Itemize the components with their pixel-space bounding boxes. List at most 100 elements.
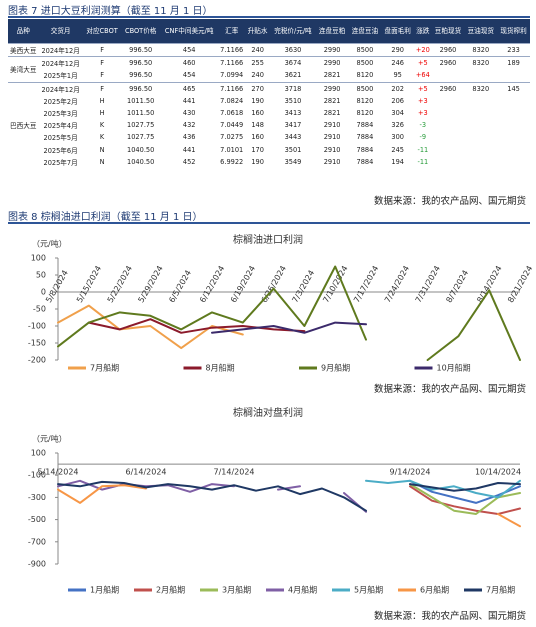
series-line (57, 304, 244, 350)
cell: 8120 (356, 96, 374, 105)
legend-label: 7月船期 (486, 585, 515, 595)
row: 2025年1月 F 996.50 454 7.0994 240 3621 2821 8120 95… (8, 69, 530, 82)
cell: K (99, 133, 105, 142)
rule (8, 16, 530, 18)
cell: 2910 (323, 121, 341, 130)
cell: 1027.75 (127, 133, 155, 142)
profit-table: 品种 交货月 对应CBOT CBOT价格 CNF中间美元/吨 汇率 升贴水 完税价/元/吨 连盘… (8, 19, 530, 168)
row: 2025年6月 N 1040.50 441 7.0101 170 3501 2910 7884 2… (8, 144, 530, 156)
header-cell: 涨跌 (414, 19, 432, 44)
empty-cell (464, 69, 497, 82)
x-tick-label: 9/14/2024 (389, 468, 430, 477)
header-row: 品种 交货月 对应CBOT CBOT价格 CNF中间美元/吨 汇率 升贴水 完税价/元/吨 连盘… (8, 19, 530, 44)
cell: 465 (160, 81, 219, 95)
row: 2025年4月 K 1027.75 432 7.0449 148 3417 2910 7884 3… (8, 119, 530, 131)
cell: +5 (414, 56, 432, 70)
series-line (409, 485, 521, 515)
legend-label: 3月船期 (222, 585, 251, 595)
header-cell: 连盘豆油 (348, 19, 382, 44)
cell: 240 (245, 42, 271, 57)
cell: F (82, 56, 122, 70)
row: 2025年7月 N 1040.50 452 6.9922 190 3549 2910 7884 1… (8, 156, 530, 168)
legend-label: 1月船期 (90, 585, 119, 595)
chart-title: 棕榈油对盘利润 (233, 406, 303, 419)
cell: 8120 (356, 109, 374, 118)
group-cell: 巴西大豆 (8, 81, 39, 168)
x-tick-label: 10/14/2024 (475, 468, 521, 477)
chart-caption: 图表 8 棕榈油进口利润（截至 11 月 1 日） (8, 212, 203, 223)
cell: -11 (417, 145, 429, 154)
cell: 2025年7月 (43, 158, 78, 167)
cell: 290 (381, 42, 415, 57)
empty-cell (432, 144, 465, 156)
cell: 3501 (284, 145, 302, 154)
cell: +3 (417, 109, 428, 118)
header-cell: 豆粕现货 (431, 19, 465, 44)
cell: 6.9922 (220, 157, 244, 166)
empty-cell (432, 119, 465, 131)
x-tick-label: 7/14/2024 (213, 468, 254, 477)
cell: 7884 (356, 145, 374, 154)
cell: 2990 (315, 56, 349, 70)
cell: H (99, 96, 105, 105)
y-tick-label: -50 (33, 305, 46, 314)
empty-cell (464, 107, 497, 119)
legend-label: 6月船期 (420, 585, 449, 595)
cell: 460 (160, 56, 219, 70)
y-tick-label: 0 (41, 288, 46, 297)
cell: F (82, 81, 122, 95)
y-axis-label: （元/吨） (32, 239, 67, 249)
header-cell: CNF中间美元/吨 (160, 19, 219, 44)
legend-label: 9月船期 (321, 363, 350, 373)
empty-cell (464, 95, 497, 107)
y-tick-label: 50 (36, 271, 46, 280)
chart: 棕榈油进口利润 （元/吨） 100 50 0 -50 -100 -150 -200 5/8/202… (28, 233, 535, 373)
cell: 95 (393, 71, 402, 80)
legend-label: 7月船期 (90, 363, 119, 373)
series-line (57, 484, 521, 528)
cell: 3413 (284, 109, 302, 118)
cell: 304 (391, 109, 404, 118)
cell: 7.1166 (218, 81, 246, 95)
header-cell: 现货榨利 (497, 19, 530, 44)
cell: 160 (251, 133, 264, 142)
cell: 2960 (431, 56, 465, 70)
cell: 441 (182, 96, 196, 105)
y-tick-label: -200 (28, 356, 46, 365)
empty-cell (497, 144, 530, 156)
y-tick-label: -150 (28, 339, 46, 348)
x-tick-label: 6/5/2024 (167, 269, 193, 305)
cell: 7.0994 (220, 71, 244, 80)
cell: -3 (419, 121, 427, 130)
empty-cell (432, 95, 465, 107)
chart-title: 棕榈油进口利润 (233, 233, 303, 246)
cell: 1040.50 (127, 145, 155, 154)
cell: 7884 (356, 121, 374, 130)
cell: 326 (391, 121, 404, 130)
series-line (57, 265, 521, 361)
cell: 2025年5月 (43, 134, 78, 143)
cell: +64 (415, 71, 430, 80)
cell: 2821 (323, 96, 341, 105)
cell: 2960 (431, 81, 465, 95)
cell: N (99, 145, 105, 154)
x-tick-label: 7/31/2024 (414, 264, 442, 304)
empty-cell (497, 95, 530, 107)
x-tick-label: 8/14/2024 (475, 264, 503, 304)
x-tick-label: 5/15/2024 (75, 264, 103, 304)
cell: 2910 (323, 133, 341, 142)
empty-cell (497, 156, 530, 168)
header-cell: 交货月 (38, 19, 83, 44)
cell: 240 (251, 71, 264, 80)
legend-label: 5月船期 (354, 585, 383, 595)
cell: 194 (391, 157, 404, 166)
source: 数据来源：我的农产品网、国元期货 (373, 196, 526, 207)
cell: 206 (391, 96, 404, 105)
empty-cell (432, 69, 465, 82)
cell: 3718 (270, 81, 316, 95)
cell: H (99, 109, 105, 118)
cell: 300 (391, 133, 404, 142)
group-cell: 美湾大豆 (8, 56, 39, 83)
x-tick-label: 7/24/2024 (383, 264, 411, 304)
